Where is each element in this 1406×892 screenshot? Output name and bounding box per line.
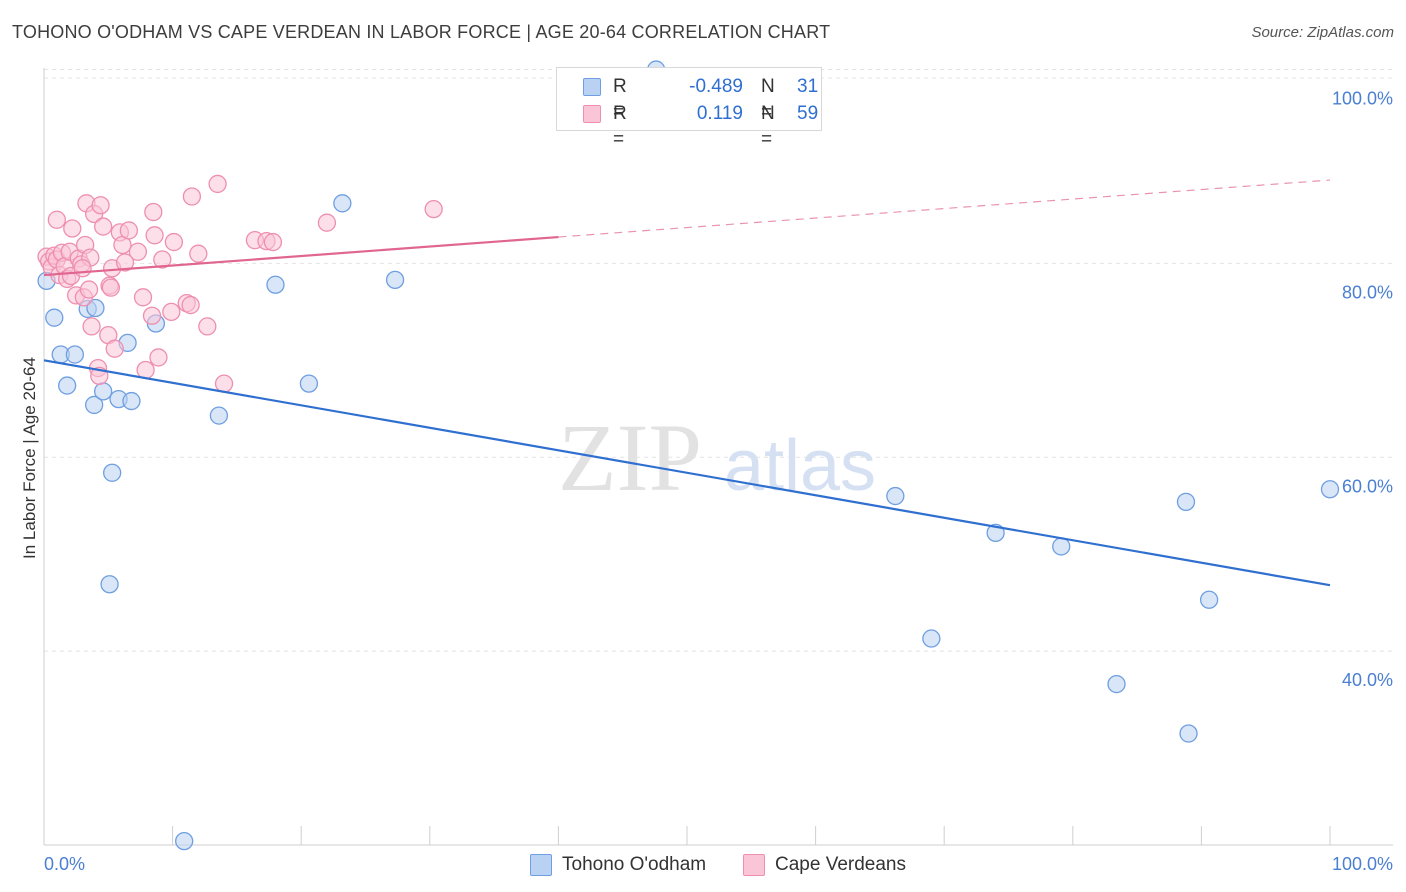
tohono-point [175,831,194,851]
legend-r-value: -0.489 [689,76,743,97]
cape-verdean-point [164,232,184,252]
cape-verdean-point [101,278,121,297]
x-tick-max: 100.0% [1332,854,1393,874]
y-axis-label: In Labor Force | Age 20-64 [20,357,39,559]
cape-verdean-point [214,374,234,393]
watermark: ZIP atlas [558,404,876,511]
tohono-point [45,308,64,327]
cape-verdean-point [73,259,92,278]
trend-lines [43,179,1331,587]
tohono-point [299,374,319,393]
tohono-point [1107,674,1126,694]
tohono-point [886,486,905,506]
tohono-point [385,270,405,290]
legend-n-value: 59 [797,103,819,124]
cape-verdean-point [82,317,101,336]
axes [43,68,1393,846]
legend-swatch-tohono [583,78,601,96]
legend-label-cape-verdeans: Cape Verdeans [775,854,906,875]
cape-verdean-point [133,288,153,307]
cape-verdean-point [142,306,162,325]
chart-title: TOHONO O'ODHAM VS CAPE VERDEAN IN LABOR … [12,22,831,42]
cape-verdean-point [47,210,67,229]
cape-verdean-point [182,187,202,206]
watermark-atlas: atlas [724,426,876,506]
cape-verdean-point [115,253,135,272]
cape-verdean-point [63,219,82,238]
y-tick-label: 100.0% [1332,89,1393,109]
cape-verdean-point [153,250,172,269]
x-tick-labels: 0.0% 100.0% [44,854,1393,874]
source-label: Source: ZipAtlas.com [1251,24,1394,41]
y-tick-labels: 40.0% 60.0% 80.0% 100.0% [1332,89,1393,691]
legend-n-label: N = [761,103,775,150]
tohono-point [333,194,352,213]
cape-verdean-point [424,199,443,219]
tohono-point [1199,590,1219,609]
x-tick-min: 0.0% [44,854,85,874]
tohono-point [85,395,104,415]
grid-lines [44,69,1393,652]
legend-swatch-cape-verdeans [583,105,601,123]
cape-verdean-point [317,213,337,232]
tohono-point [986,523,1005,543]
cape-verdean-point [208,174,227,194]
cape-verdean-point [91,196,110,215]
cape-verdean-point [189,244,208,263]
tohono-point [100,575,119,594]
cape-verdean-point [119,221,139,240]
legend-r-value: 0.119 [696,103,743,124]
legend-label-tohono: Tohono O'odham [562,854,707,875]
cape-verdean-point [181,295,200,315]
tohono-point [922,629,941,648]
legend-swatch-cape-verdeans [743,854,765,876]
cape-verdean-trend-line-extension [558,179,1331,238]
tohono-point [94,382,113,401]
cape-verdean-point [149,348,168,367]
tohono-point [86,298,105,318]
cape-verdean-point [128,242,148,261]
cape-verdean-point [162,302,181,322]
legend-r-label: R = [613,103,627,150]
legend-swatch-tohono [530,854,552,876]
cape-verdean-point [198,317,217,336]
y-tick-label: 60.0% [1342,476,1393,496]
y-tick-label: 80.0% [1342,282,1393,302]
data-points [37,60,1340,851]
tohono-point [1052,537,1071,556]
y-tick-label: 40.0% [1342,670,1393,690]
watermark-zip: ZIP [558,404,702,511]
tohono-point [65,345,85,364]
tohono-point [1176,492,1196,512]
cape-verdean-point [94,217,113,236]
tohono-point [209,406,229,425]
tohono-trend-line [43,359,1331,587]
cape-verdean-point [105,339,124,358]
cape-verdean-point [79,280,99,299]
cape-verdean-point [144,202,163,222]
tohono-point [122,391,141,411]
tohono-point [103,463,122,482]
tohono-point [1320,480,1340,499]
correlation-legend: R = -0.489 N = 31 R = 0.119 N = 59 [556,67,822,150]
cape-verdean-point [263,232,283,252]
legend-n-value: 31 [797,76,819,97]
tohono-point [57,376,77,395]
legend-n-label: N = [761,76,775,123]
tohono-point [1179,724,1198,743]
cape-verdean-point [145,226,164,245]
cape-verdean-trend-line [43,235,559,277]
legend-r-label: R = [613,76,627,123]
tohono-point [266,275,285,294]
